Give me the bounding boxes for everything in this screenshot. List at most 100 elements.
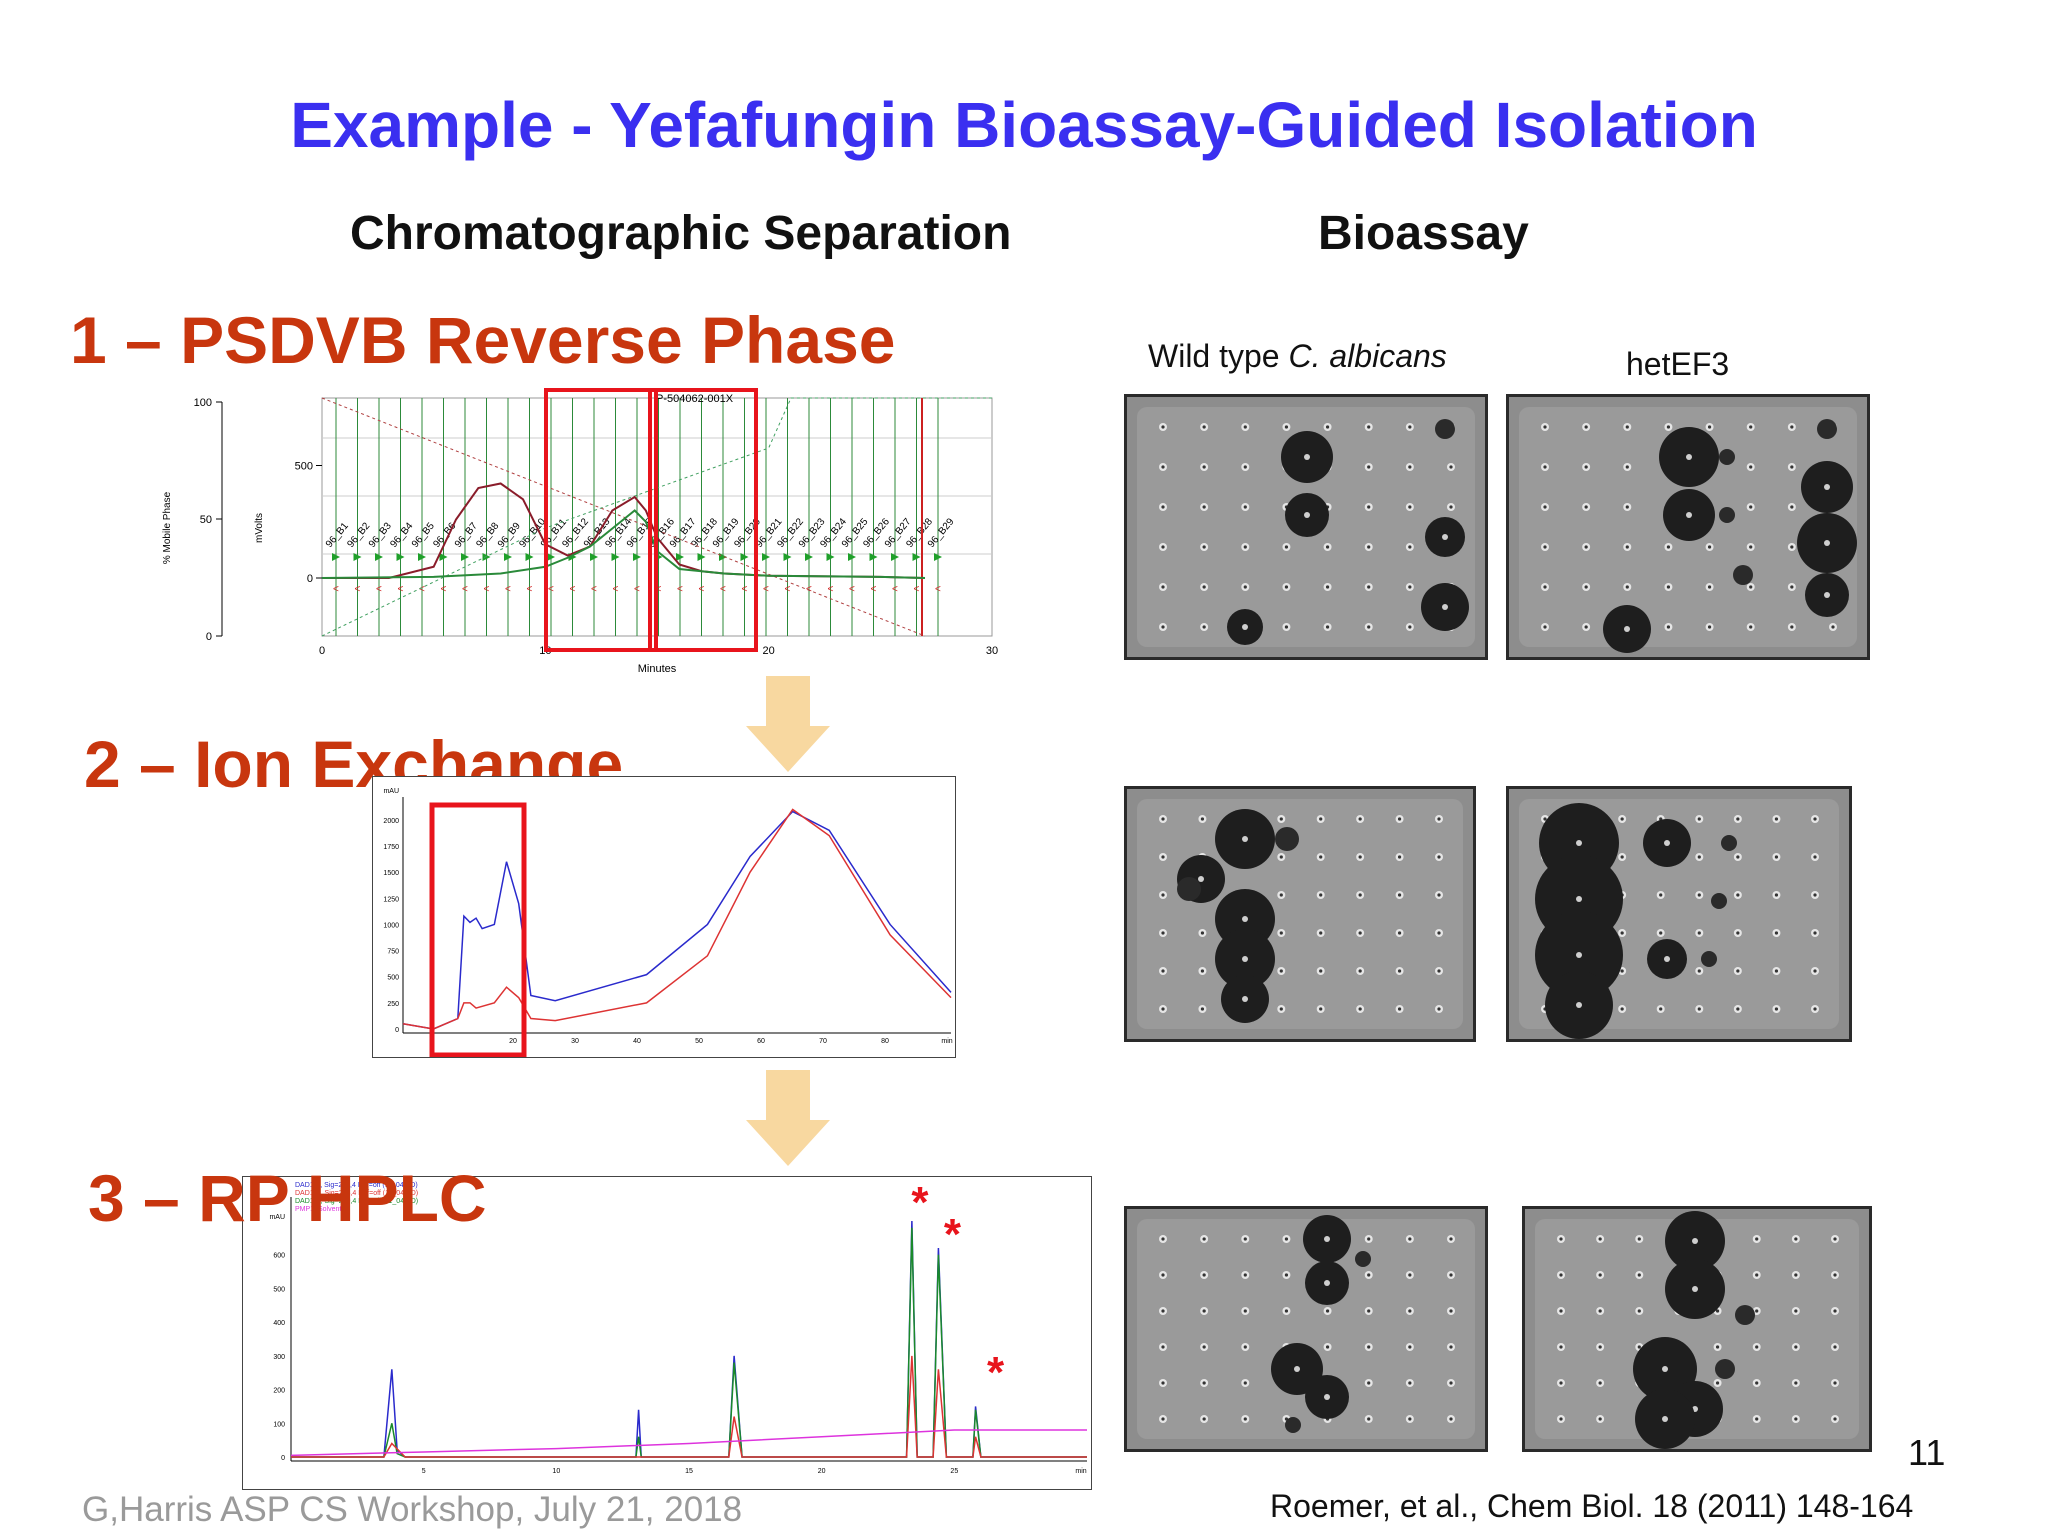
rp-hplc-chart-svg: 0 100 200 300 400 500 600 mAU 5 10 15 20 25 min DAD1 B…	[269, 1178, 1087, 1475]
well-center	[1284, 545, 1289, 549]
fraction-tick-marker: <	[441, 584, 447, 595]
small-zone	[1701, 951, 1717, 967]
well-center	[1408, 465, 1412, 469]
y-tick-label: 1750	[383, 844, 399, 851]
fraction-tick-marker: <	[785, 584, 791, 595]
highlight-box	[648, 388, 758, 652]
fraction-tick-marker: <	[613, 584, 619, 595]
well-center	[1794, 1273, 1798, 1277]
small-zone	[1711, 893, 1727, 909]
well-center	[1408, 625, 1412, 629]
x-tick-label: 30	[571, 1038, 579, 1045]
well-center	[1161, 931, 1165, 935]
well-center	[1576, 840, 1582, 846]
well-center	[1202, 1309, 1206, 1313]
well-center	[1774, 931, 1779, 935]
fraction-marker	[891, 553, 899, 561]
well-center	[1736, 931, 1740, 935]
y-axis-label: mAU	[269, 1214, 285, 1221]
well-center	[1242, 916, 1248, 922]
well-center	[1161, 855, 1165, 859]
fraction-tick-marker: <	[591, 584, 597, 595]
fraction-tick-marker: <	[548, 584, 554, 595]
well-center	[1666, 545, 1671, 549]
well-center	[1813, 969, 1817, 973]
well-center	[1449, 1417, 1453, 1421]
fraction-marker	[912, 553, 921, 561]
well-center	[1637, 1237, 1641, 1241]
well-center	[1715, 1345, 1720, 1349]
well-center	[1584, 425, 1588, 429]
well-center	[1202, 505, 1206, 509]
well-center	[1543, 545, 1547, 549]
well-center	[1543, 585, 1547, 589]
fraction-tick-marker: <	[376, 584, 382, 595]
x-tick-label: 15	[685, 1468, 693, 1475]
well-center	[1202, 1345, 1206, 1349]
well-center	[1576, 952, 1582, 958]
well-center	[1358, 931, 1362, 935]
well-center	[1774, 893, 1779, 897]
well-center	[1697, 931, 1701, 935]
chromatogram-series	[290, 1429, 1087, 1457]
well-center	[1584, 545, 1588, 549]
well-center	[1279, 817, 1283, 821]
well-center	[1243, 545, 1247, 549]
well-center	[1408, 585, 1412, 589]
small-zone	[1721, 835, 1737, 851]
well-center	[1749, 545, 1753, 549]
small-zone	[1817, 419, 1837, 439]
y-tick-label: 600	[273, 1253, 285, 1260]
well-center	[1584, 625, 1588, 629]
plate-image	[1137, 1215, 1475, 1439]
well-center	[1319, 931, 1323, 935]
well-center	[1397, 817, 1402, 821]
well-center	[1624, 626, 1630, 632]
x-tick-label: 80	[881, 1038, 889, 1045]
fraction-marker	[353, 553, 362, 561]
well-center	[1598, 1381, 1602, 1385]
well-center	[1161, 817, 1165, 821]
x-tick-label: 0	[319, 645, 325, 657]
small-zone	[1435, 419, 1455, 439]
well-center	[1319, 855, 1323, 859]
ion-exchange-chromatogram: 0 250 500 750 1000 1250 1500 1750 2000 mAU 20 30 40 5…	[372, 776, 956, 1058]
plate-mutant-3	[1522, 1206, 1872, 1452]
legend-entry: DAD1 D, Sig=280,4 Ref=off (11_04A.D)	[295, 1198, 418, 1205]
chromatogram-series	[402, 808, 952, 1030]
well-center	[1620, 931, 1624, 935]
fraction-marker	[740, 553, 749, 561]
fraction-tick-marker: <	[699, 584, 705, 595]
well-center	[1200, 1007, 1205, 1011]
small-zone	[1719, 507, 1735, 523]
y-tick-label: 1250	[383, 896, 399, 903]
column-heading-bioassay: Bioassay	[1318, 207, 1529, 260]
well-center	[1242, 836, 1248, 842]
well-center	[1625, 585, 1629, 589]
fraction-tick-marker: <	[656, 584, 662, 595]
chromatogram-series	[291, 1227, 1087, 1458]
well-center	[1284, 425, 1289, 429]
fraction-marker	[611, 553, 620, 561]
chromatogram-series	[321, 509, 926, 579]
well-center	[1367, 625, 1371, 629]
well-center	[1543, 505, 1547, 509]
well-center	[1662, 1366, 1668, 1372]
well-center	[1243, 1345, 1247, 1349]
plate-wild-type-2	[1124, 786, 1476, 1042]
chart-annotation: P-504062-001X	[656, 393, 734, 405]
well-center	[1697, 969, 1701, 973]
x-tick-label: 50	[695, 1038, 703, 1045]
legend-entry: DAD1 C, Sig=254,4 Ref=off (11_04A.D)	[295, 1190, 418, 1197]
well-center	[1325, 545, 1330, 549]
well-center	[1749, 425, 1753, 429]
well-center	[1736, 855, 1740, 859]
well-center	[1598, 1237, 1602, 1241]
well-center	[1715, 1309, 1720, 1313]
left-tick-label: 50	[200, 514, 212, 526]
footer-credit: G,Harris ASP CS Workshop, July 21, 2018	[82, 1490, 743, 1529]
well-center	[1637, 1309, 1641, 1313]
chromatogram-series	[402, 810, 952, 1030]
x-tick-label: 60	[757, 1038, 765, 1045]
right-axis-label: mVolts	[254, 513, 265, 543]
